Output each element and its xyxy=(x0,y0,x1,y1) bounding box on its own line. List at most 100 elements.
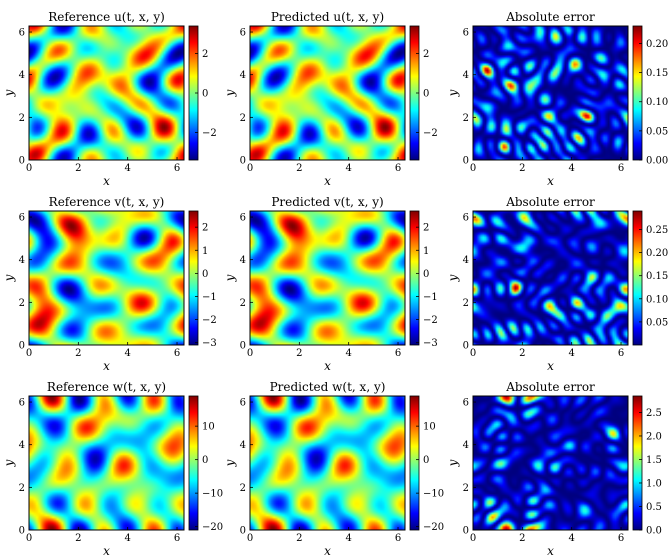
x-tick-label: 4 xyxy=(345,533,351,544)
heatmap-image xyxy=(29,396,184,530)
subplot-3: Absolute error 0 2 4 6 0 2 4 6 x y 0.20 0.15 0.10 0.05… xyxy=(446,10,668,188)
y-tick-label: 6 xyxy=(463,213,469,224)
x-tick-label: 2 xyxy=(519,348,525,359)
y-axis-label: y xyxy=(2,274,16,282)
x-tick-label: 2 xyxy=(296,533,302,544)
colorbar xyxy=(409,210,420,346)
x-axis-label: x xyxy=(103,359,110,373)
colorbar-tick-label: 0.0 xyxy=(646,526,662,537)
x-tick-label: 6 xyxy=(395,348,401,359)
x-tick-label: 4 xyxy=(124,348,130,359)
colorbar-tick-label: 0.15 xyxy=(646,271,668,282)
x-tick-label: 0 xyxy=(247,348,253,359)
heatmap-image xyxy=(29,211,184,345)
subplot-2: Predicted u(t, x, y) 0 2 4 6 0 2 4 6 x y 2 0 −2 xyxy=(223,10,438,188)
colorbar xyxy=(632,25,643,161)
subplot-title: Reference v(t, x, y) xyxy=(49,195,165,209)
subplot-4: Reference v(t, x, y) 0 2 4 6 0 2 4 6 x y 2 1 0 −1 −2 −3 xyxy=(2,195,217,373)
x-axis-label: x xyxy=(547,174,554,188)
heatmap-image xyxy=(473,211,628,345)
y-axis-label: y xyxy=(2,459,16,467)
x-tick-label: 2 xyxy=(75,533,81,544)
x-tick-label: 6 xyxy=(618,348,624,359)
subplot-6: Absolute error 0 2 4 6 0 2 4 6 x y 0.25 0.20 0.15 0.10… xyxy=(446,195,668,373)
x-tick-label: 6 xyxy=(174,348,180,359)
y-tick-label: 0 xyxy=(463,156,469,167)
y-tick-label: 0 xyxy=(19,341,25,352)
y-tick-label: 6 xyxy=(240,28,246,39)
x-tick-label: 6 xyxy=(174,533,180,544)
plot-frame xyxy=(472,395,629,531)
y-tick-label: 0 xyxy=(19,156,25,167)
x-tick-label: 2 xyxy=(519,533,525,544)
colorbar-tick-label: 2.5 xyxy=(646,408,662,419)
colorbar-tick-label: 2 xyxy=(202,223,208,234)
subplot-title: Absolute error xyxy=(505,380,595,394)
x-axis-label: x xyxy=(547,544,554,558)
y-tick-label: 4 xyxy=(19,70,25,81)
subplot-title: Predicted v(t, x, y) xyxy=(271,195,383,209)
x-tick-label: 4 xyxy=(568,163,574,174)
colorbar-tick-label: 0.00 xyxy=(646,156,668,167)
subplot-1: Reference u(t, x, y) 0 2 4 6 0 2 4 6 x y 2 0 −2 xyxy=(2,10,217,188)
y-tick-label: 2 xyxy=(463,483,469,494)
y-tick-label: 4 xyxy=(240,440,246,451)
y-tick-label: 6 xyxy=(19,398,25,409)
colorbar xyxy=(409,395,420,531)
x-tick-label: 0 xyxy=(470,163,476,174)
subplot-title: Predicted u(t, x, y) xyxy=(271,10,384,24)
x-tick-label: 0 xyxy=(470,348,476,359)
x-tick-label: 6 xyxy=(174,163,180,174)
x-axis-label: x xyxy=(324,174,331,188)
y-tick-label: 2 xyxy=(463,298,469,309)
y-axis-label: y xyxy=(446,274,460,282)
x-axis-label: x xyxy=(103,174,110,188)
y-axis-label: y xyxy=(223,274,237,282)
colorbar-tick-label: 0.10 xyxy=(646,97,668,108)
colorbar xyxy=(632,210,643,346)
colorbar-tick-label: 0.20 xyxy=(646,39,668,50)
colorbar-tick-label: 2 xyxy=(423,49,429,60)
subplot-8: Predicted w(t, x, y) 0 2 4 6 0 2 4 6 x y 10 0 −10 −20 xyxy=(223,380,444,558)
y-tick-label: 0 xyxy=(19,526,25,537)
x-tick-label: 4 xyxy=(568,348,574,359)
y-tick-label: 2 xyxy=(463,113,469,124)
y-tick-label: 4 xyxy=(463,255,469,266)
y-tick-label: 4 xyxy=(463,70,469,81)
colorbar xyxy=(632,395,643,531)
colorbar-tick-label: 0 xyxy=(202,269,208,280)
x-axis-label: x xyxy=(547,359,554,373)
subplot-9: Absolute error 0 2 4 6 0 2 4 6 x y 2.5 2.0 1.5 1.0 0.5 0… xyxy=(446,380,662,558)
colorbar-tick-label: 10 xyxy=(202,422,215,433)
x-tick-label: 4 xyxy=(124,533,130,544)
x-tick-label: 6 xyxy=(395,163,401,174)
colorbar-tick-label: −2 xyxy=(423,128,438,139)
colorbar-tick-label: −10 xyxy=(423,489,444,500)
x-tick-label: 6 xyxy=(618,163,624,174)
plot-frame xyxy=(249,25,406,161)
colorbar-tick-label: 2.0 xyxy=(646,431,662,442)
heatmap-image xyxy=(250,26,405,160)
x-tick-label: 0 xyxy=(470,533,476,544)
colorbar-tick-label: 0 xyxy=(423,455,429,466)
x-tick-label: 6 xyxy=(618,533,624,544)
x-axis-label: x xyxy=(324,359,331,373)
x-tick-label: 4 xyxy=(568,533,574,544)
plot-frame xyxy=(249,395,406,531)
colorbar xyxy=(188,210,199,346)
x-tick-label: 2 xyxy=(75,348,81,359)
y-tick-label: 2 xyxy=(240,113,246,124)
subplot-title: Reference w(t, x, y) xyxy=(47,380,166,394)
colorbar-tick-label: 10 xyxy=(423,422,436,433)
y-tick-label: 6 xyxy=(240,213,246,224)
x-tick-label: 0 xyxy=(26,163,32,174)
colorbar-tick-label: 0.15 xyxy=(646,68,668,79)
y-tick-label: 6 xyxy=(19,213,25,224)
x-axis-label: x xyxy=(103,544,110,558)
x-tick-label: 2 xyxy=(296,348,302,359)
y-tick-label: 0 xyxy=(463,341,469,352)
y-tick-label: 0 xyxy=(240,156,246,167)
y-axis-label: y xyxy=(223,459,237,467)
y-tick-label: 4 xyxy=(240,255,246,266)
